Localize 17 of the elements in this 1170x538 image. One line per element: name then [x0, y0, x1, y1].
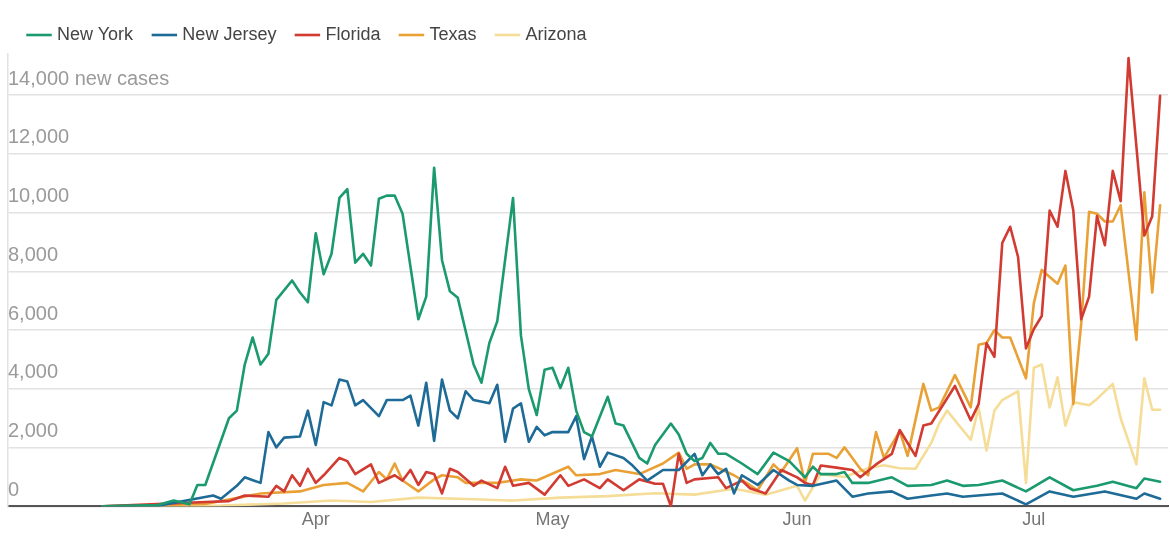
y-tick-label: 4,000: [8, 360, 59, 383]
legend-label: New York: [57, 23, 135, 44]
x-tick-label: Apr: [301, 509, 330, 530]
y-tick-label: 10,000: [8, 184, 70, 207]
y-tick-label: 2,000: [8, 419, 59, 442]
x-tick-label: Jun: [782, 509, 812, 530]
legend-label: New Jersey: [182, 23, 277, 44]
legend-label: Florida: [325, 23, 382, 44]
y-tick-label: 6,000: [8, 301, 59, 324]
legend-label: Texas: [429, 23, 477, 44]
x-tick-label: Jul: [1022, 509, 1046, 530]
y-tick-label: 8,000: [8, 242, 59, 265]
y-tick-label: 14,000 new cases: [8, 66, 170, 89]
y-tick-label: 12,000: [8, 125, 70, 148]
x-tick-label: May: [535, 509, 570, 530]
legend-label: Arizona: [525, 23, 588, 44]
y-tick-label: 0: [8, 477, 20, 500]
